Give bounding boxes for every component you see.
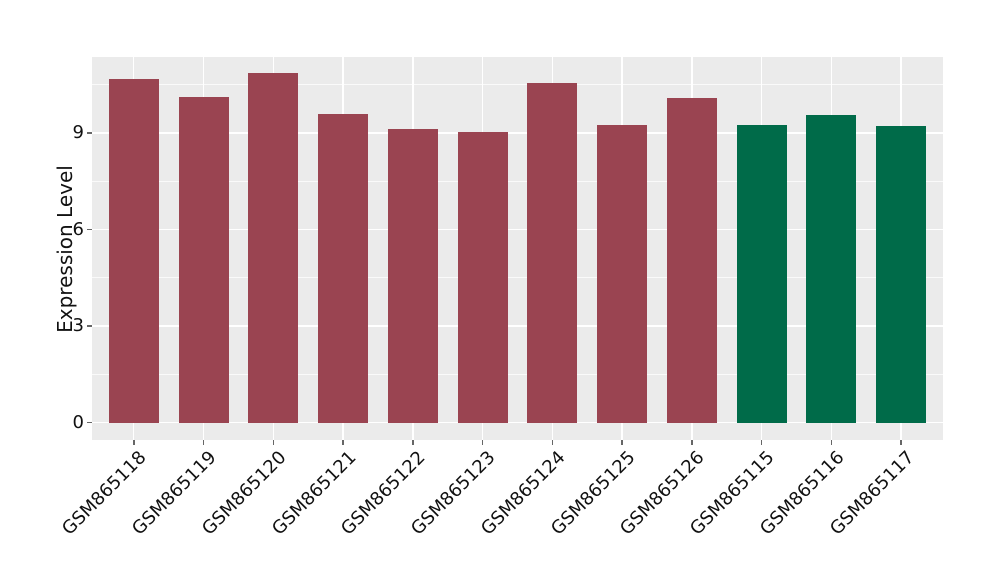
bar-GSM865121 xyxy=(318,113,369,423)
minor-gridline xyxy=(92,373,943,375)
minor-gridline xyxy=(92,180,943,182)
minor-gridline xyxy=(92,277,943,279)
x-tick-mark xyxy=(760,440,763,445)
bar-GSM865118 xyxy=(108,78,159,423)
bar-GSM865120 xyxy=(248,73,299,423)
x-tick-mark xyxy=(691,440,693,445)
x-tick-mark xyxy=(272,440,275,445)
x-tick-mark xyxy=(551,440,554,445)
y-axis-title: Expression Level xyxy=(53,165,77,333)
y-tick-label: 0 xyxy=(72,411,84,433)
major-gridline xyxy=(92,421,943,424)
y-tick-label: 9 xyxy=(72,121,84,143)
bar-GSM865125 xyxy=(597,124,648,423)
x-tick-mark xyxy=(621,440,623,445)
bar-GSM865116 xyxy=(806,115,857,423)
plot-panel xyxy=(92,57,943,440)
major-gridline xyxy=(92,325,943,327)
y-tick-label: 3 xyxy=(72,315,84,337)
bar-GSM865122 xyxy=(387,128,438,423)
x-tick-mark xyxy=(342,440,344,445)
y-tick-label: 6 xyxy=(72,218,84,240)
y-tick-mark xyxy=(87,228,92,231)
minor-gridline xyxy=(92,84,943,86)
bar-GSM865119 xyxy=(178,97,229,423)
y-tick-mark xyxy=(87,325,92,327)
major-gridline xyxy=(92,132,943,134)
x-tick-mark xyxy=(133,440,135,445)
y-tick-mark xyxy=(87,132,92,134)
bar-GSM865124 xyxy=(527,82,578,423)
bar-GSM865115 xyxy=(736,125,787,423)
x-tick-mark xyxy=(202,440,205,445)
major-gridline xyxy=(92,228,943,231)
x-tick-mark xyxy=(830,440,833,445)
bar-GSM865117 xyxy=(876,126,927,423)
x-tick-mark xyxy=(481,440,484,445)
bar-GSM865123 xyxy=(457,131,508,423)
bar-GSM865126 xyxy=(666,98,717,423)
x-tick-mark xyxy=(412,440,414,445)
y-tick-mark xyxy=(87,421,92,424)
x-tick-mark xyxy=(900,440,902,445)
